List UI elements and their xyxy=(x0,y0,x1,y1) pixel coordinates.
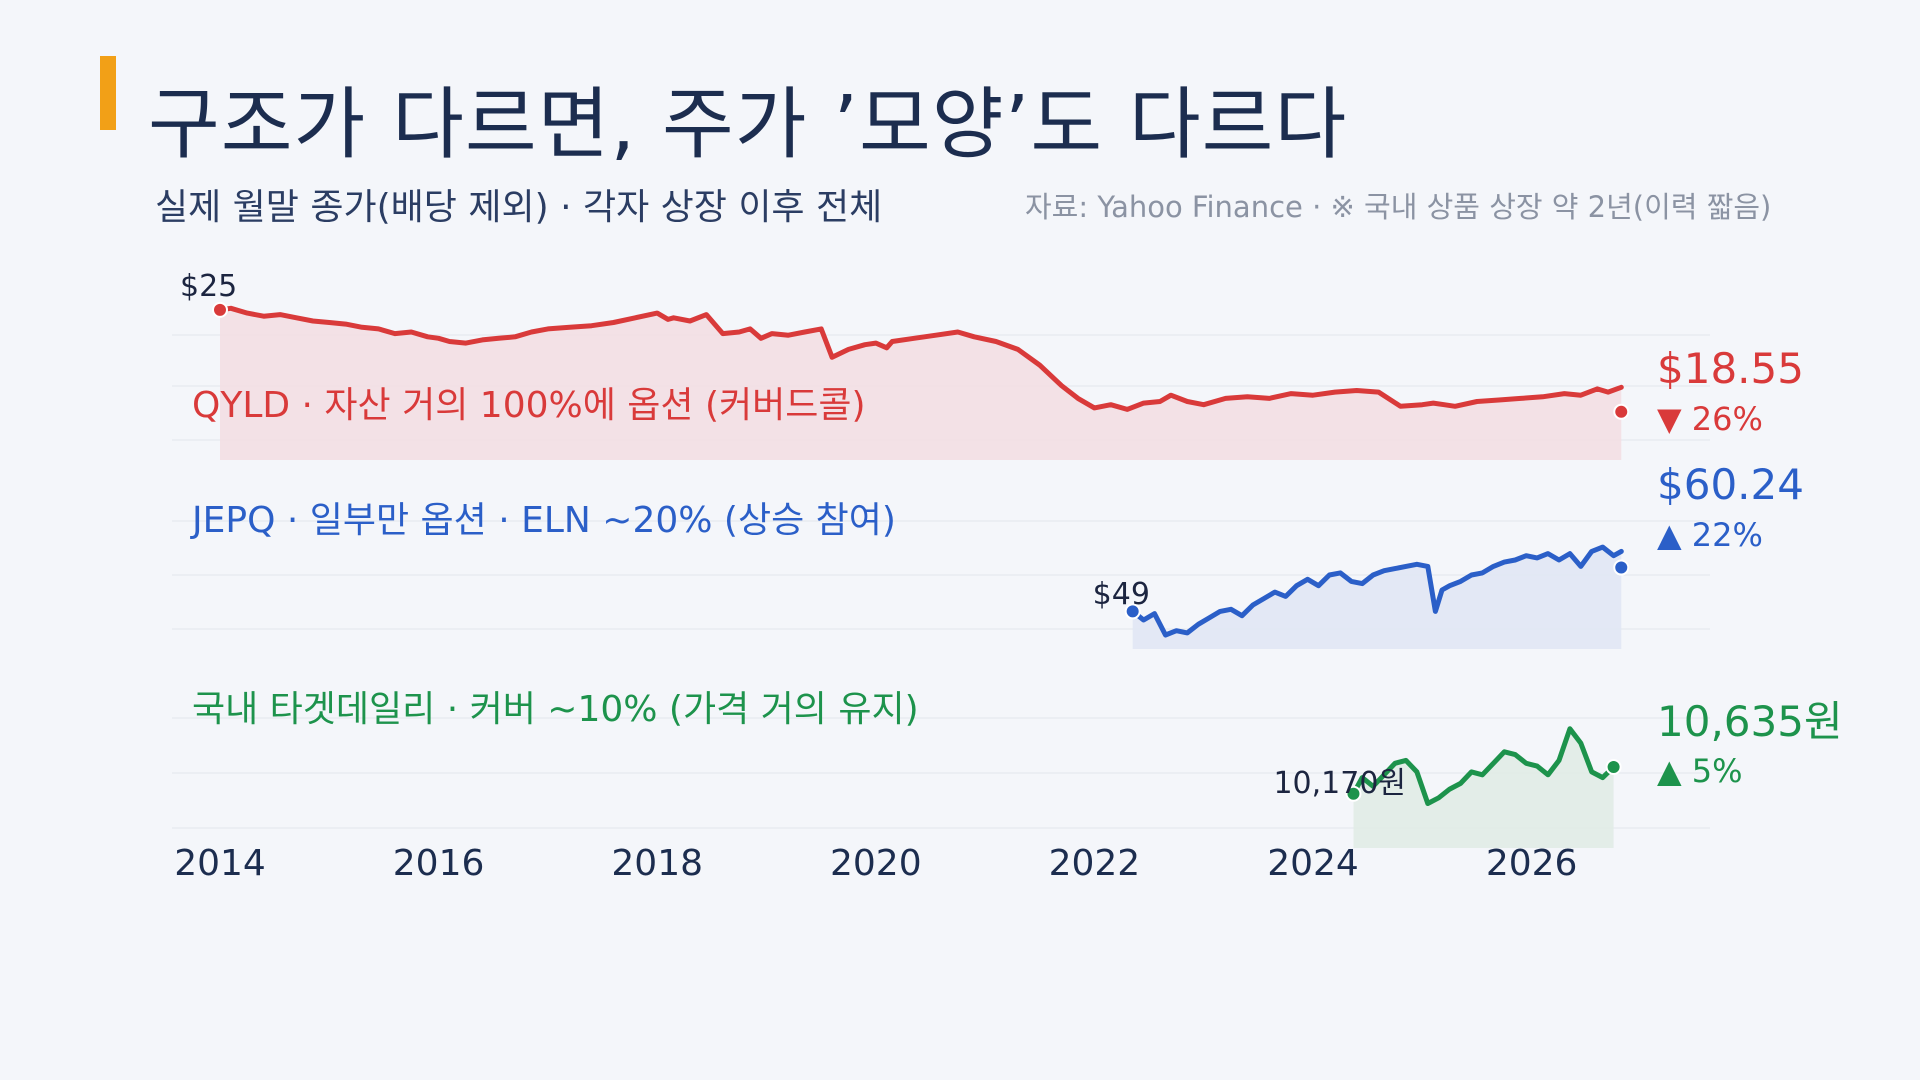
series-end-value-label: $18.55 xyxy=(1657,344,1804,393)
series-start-label: $49 xyxy=(1093,577,1150,612)
series-area-1 xyxy=(1132,547,1622,649)
x-tick-label: 2026 xyxy=(1486,843,1578,884)
series-change-label: ▼ 26% xyxy=(1657,400,1763,438)
series-end-point xyxy=(1613,559,1630,576)
page-subtitle: 실제 월말 종가(배당 제외) · 각자 상장 이후 전체 xyxy=(155,187,883,228)
series-change-label: ▲ 22% xyxy=(1657,516,1763,554)
series-line-0 xyxy=(217,305,1624,412)
series-end-point xyxy=(1613,403,1630,420)
series-start-point xyxy=(212,301,228,318)
series-end-value-label: $60.24 xyxy=(1657,460,1804,509)
series-line-2 xyxy=(1351,726,1617,806)
series-end-value-label: 10,635원 xyxy=(1657,697,1843,746)
x-tick-label: 2022 xyxy=(1049,843,1141,884)
series-start-point xyxy=(1345,785,1362,802)
x-tick-label: 2018 xyxy=(611,843,703,884)
x-tick-label: 2014 xyxy=(174,843,266,884)
series-label: JEPQ · 일부만 옵션 · ELN ~20% (상승 참여) xyxy=(190,500,896,541)
series-label: QYLD · 자산 거의 100%에 옵션 (커버드콜) xyxy=(192,385,866,426)
source-note: 자료: Yahoo Finance · ※ 국내 상품 상장 약 2년(이력 짧… xyxy=(1025,190,1772,224)
series-change-label: ▲ 5% xyxy=(1657,752,1743,790)
x-tick-label: 2020 xyxy=(830,843,922,884)
series-label: 국내 타겟데일리 · 커버 ~10% (가격 거의 유지) xyxy=(192,689,919,730)
title-accent-bar xyxy=(100,56,116,130)
series-line-1 xyxy=(1130,544,1624,638)
series-start-label: $25 xyxy=(180,269,237,304)
series-start-label: 10,170원 xyxy=(1273,766,1406,801)
series-start-point xyxy=(1124,603,1141,620)
series-end-point xyxy=(1605,758,1622,775)
x-tick-label: 2016 xyxy=(393,843,485,884)
page-title: 구조가 다르면, 주가 ’모양’도 다르다 xyxy=(148,80,1348,170)
series-area-2 xyxy=(1353,728,1614,848)
series-area-0 xyxy=(220,308,1622,460)
x-tick-label: 2024 xyxy=(1267,843,1359,884)
